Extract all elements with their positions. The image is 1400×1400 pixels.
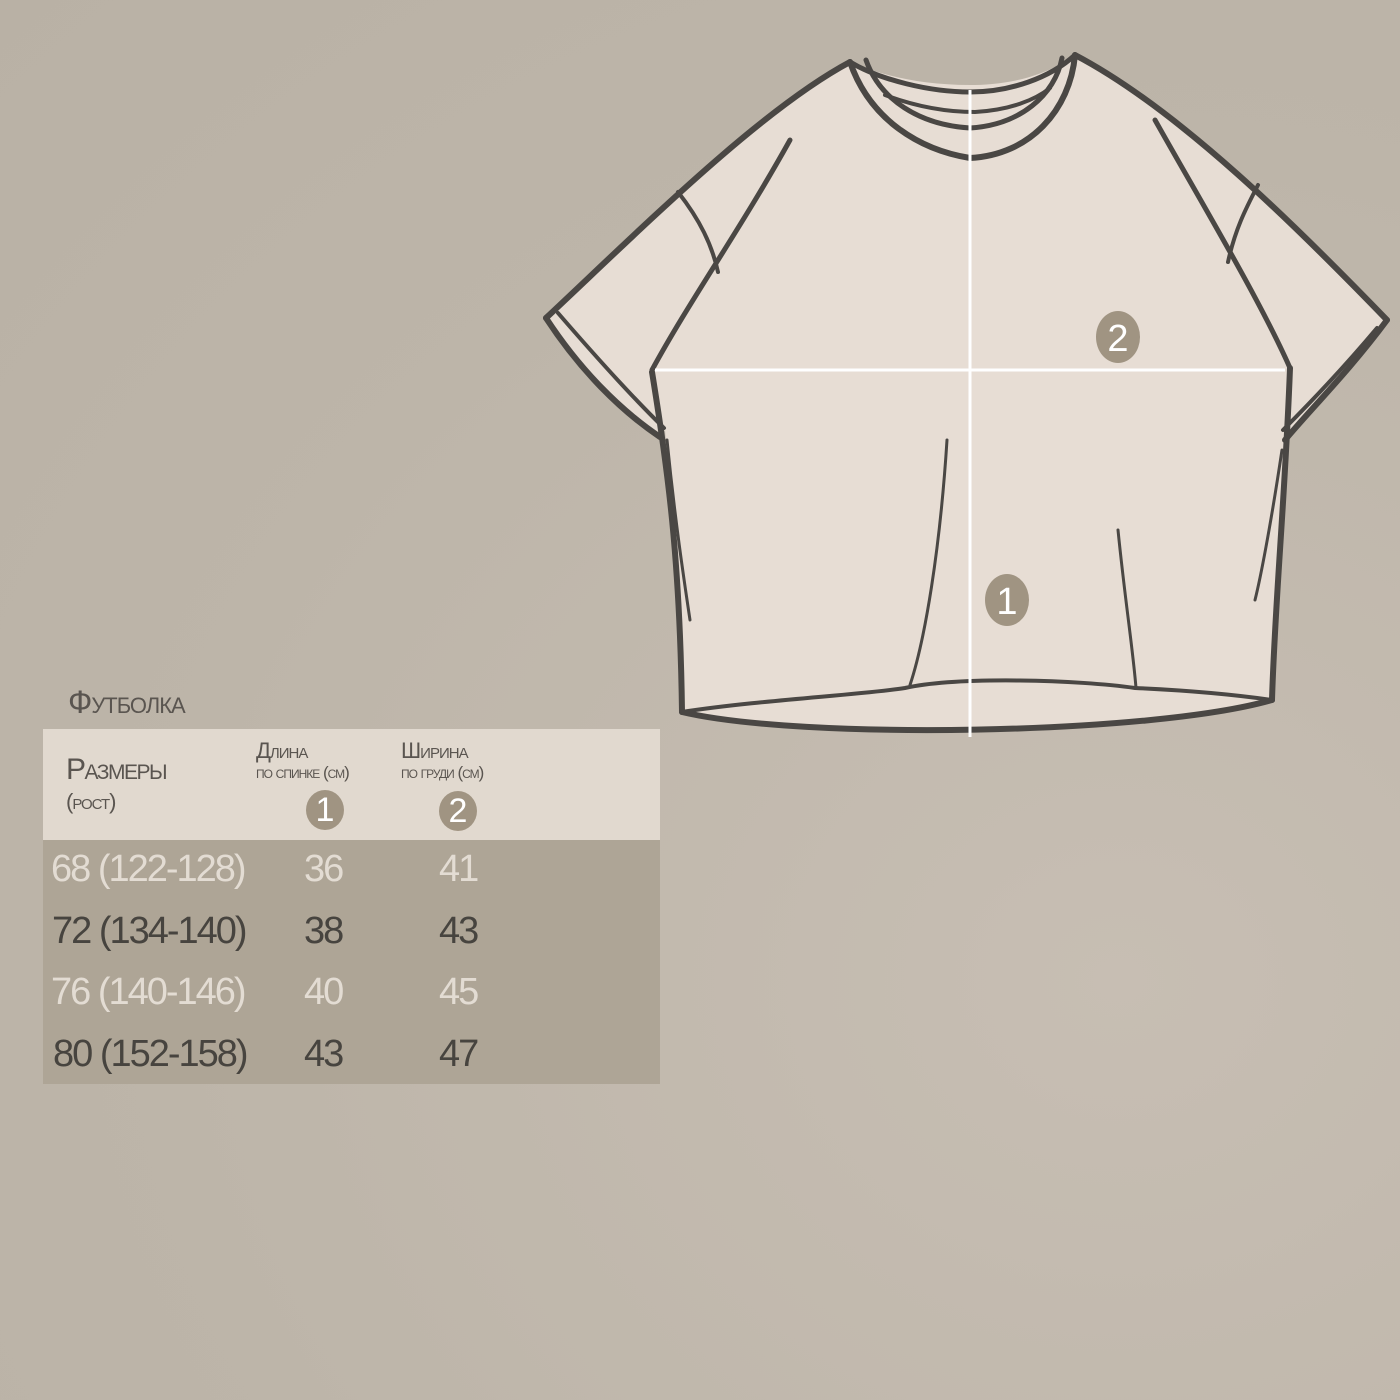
size-cell: 80 (152-158) [53, 1033, 249, 1075]
length-badge: 1 [306, 790, 344, 830]
table-row: 68 (122-128) 36 41 [43, 840, 660, 901]
height-subheader: (рост) [66, 789, 116, 814]
size-table-header: Размеры (рост) Длина по спинке (см) 1 Ши… [43, 729, 660, 840]
size-table: Размеры (рост) Длина по спинке (см) 1 Ши… [43, 729, 660, 1084]
product-title: Футболка [68, 684, 186, 720]
shirt-fill [546, 55, 1387, 731]
badge-2: 2 [1096, 311, 1140, 363]
width-cell: 43 [439, 910, 479, 952]
width-cell: 41 [439, 848, 479, 890]
size-cell: 72 (134-140) [52, 910, 248, 952]
shirt-outline [543, 52, 1390, 734]
measure-lines [655, 90, 1285, 737]
badge-1: 1 [985, 574, 1029, 626]
svg-text:2: 2 [1107, 318, 1128, 360]
length-cell: 38 [304, 910, 344, 952]
length-title: Длина [256, 738, 308, 763]
width-title: Ширина [401, 738, 469, 763]
width-header: Ширина по груди (см) [401, 738, 484, 783]
length-cell: 43 [304, 1033, 344, 1075]
size-table-body: 68 (122-128) 36 41 72 (134-140) 38 43 76… [43, 840, 660, 1084]
size-cell: 76 (140-146) [51, 971, 247, 1013]
table-row: 80 (152-158) 43 47 [43, 1025, 660, 1086]
length-header: Длина по спинке (см) [256, 738, 350, 783]
length-cell: 40 [304, 971, 344, 1013]
width-cell: 47 [439, 1033, 479, 1075]
length-sub: по спинке (см) [256, 763, 350, 782]
width-sub: по груди (см) [401, 763, 484, 782]
width-badge: 2 [439, 791, 477, 831]
sizes-header: Размеры [66, 753, 168, 786]
size-cell: 68 (122-128) [51, 848, 247, 890]
length-cell: 36 [304, 848, 344, 890]
table-row: 72 (134-140) 38 43 [43, 902, 660, 963]
width-cell: 45 [439, 971, 479, 1013]
svg-text:1: 1 [996, 581, 1017, 623]
table-row: 76 (140-146) 40 45 [43, 963, 660, 1024]
